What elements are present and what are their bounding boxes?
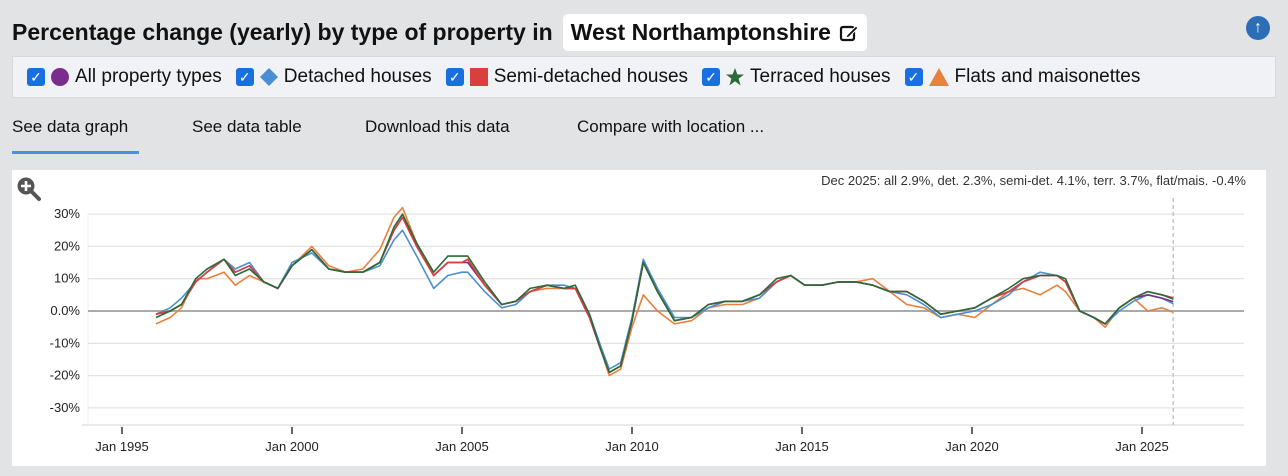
- legend-item[interactable]: ✓ All property types: [27, 66, 222, 88]
- title-text: Percentage change (yearly) by type of pr…: [12, 19, 553, 45]
- pencil-square-icon: [839, 24, 859, 41]
- legend-label: Terraced houses: [750, 66, 891, 87]
- series-line-flats-and-maisonettes: [155, 206, 1174, 377]
- chart-annotation: Dec 2025: all 2.9%, det. 2.3%, semi-det.…: [821, 173, 1246, 188]
- y-tick-label: -20%: [50, 368, 81, 383]
- y-tick-label: 0.0%: [50, 303, 80, 318]
- x-tick-label: Jan 2020: [945, 439, 999, 454]
- checkbox[interactable]: ✓: [27, 68, 45, 86]
- y-tick-label: 20%: [54, 238, 80, 253]
- location-selector[interactable]: West Northamptonshire: [562, 14, 867, 51]
- active-tab-indicator: [12, 151, 139, 154]
- series-line-all-property-types: [155, 216, 1174, 374]
- x-tick-label: Jan 2000: [265, 439, 319, 454]
- legend: ✓ All property types ✓ Detached houses ✓ Semi…: [12, 56, 1276, 98]
- x-tick-label: Jan 1995: [95, 439, 149, 454]
- checkbox[interactable]: ✓: [445, 68, 464, 86]
- arrow-up-circle-icon[interactable]: ↑: [1246, 16, 1270, 40]
- legend-label: Detached houses: [283, 66, 432, 87]
- series-line-semi-detached-houses: [155, 216, 1174, 374]
- zoom-in-icon[interactable]: [16, 176, 42, 202]
- tab-see-data-graph[interactable]: See data graph: [12, 117, 129, 136]
- chart-panel: Dec 2025: all 2.9%, det. 2.3%, semi-det.…: [12, 170, 1266, 466]
- series-line-detached-houses: [155, 229, 1174, 370]
- y-tick-label: 30%: [54, 206, 80, 221]
- series-line-terraced-houses: [155, 213, 1174, 374]
- legend-item[interactable]: ✓ Flats and maisonettes: [904, 66, 1141, 88]
- x-tick-label: Jan 2025: [1115, 439, 1169, 454]
- star-marker-icon: [725, 67, 745, 87]
- legend-label: Semi-detached houses: [493, 66, 689, 87]
- tab-see-data-table[interactable]: See data table: [192, 117, 302, 136]
- checkbox[interactable]: ✓: [702, 68, 721, 86]
- diamond-marker-icon: [259, 67, 279, 87]
- legend-item[interactable]: ✓ Terraced houses: [702, 66, 891, 88]
- tab-download-data[interactable]: Download this data: [365, 117, 510, 136]
- square-marker-icon: [469, 67, 489, 87]
- page-title: Percentage change (yearly) by type of pr…: [12, 14, 867, 51]
- x-tick-label: Jan 2015: [775, 439, 829, 454]
- y-tick-label: -30%: [50, 400, 81, 415]
- y-tick-label: 10%: [54, 271, 80, 286]
- checkbox[interactable]: ✓: [904, 68, 923, 86]
- legend-label: Flats and maisonettes: [954, 66, 1141, 87]
- tab-bar: See data graph See data table Download t…: [0, 110, 1288, 154]
- legend-item[interactable]: ✓ Detached houses: [235, 66, 432, 88]
- checkbox[interactable]: ✓: [235, 68, 254, 86]
- location-name: West Northamptonshire: [570, 19, 831, 45]
- legend-label: All property types: [75, 66, 222, 87]
- y-tick-label: -10%: [50, 335, 81, 350]
- line-chart: 30% 20% 10% 0.0% -10% -20% -30% Jan 1995 Jan 200…: [50, 198, 1244, 454]
- circle-marker-icon: [50, 67, 70, 87]
- x-tick-label: Jan 2010: [605, 439, 659, 454]
- x-tick-label: Jan 2005: [435, 439, 489, 454]
- tab-compare-location[interactable]: Compare with location ...: [577, 117, 765, 136]
- triangle-marker-icon: [928, 67, 950, 87]
- legend-item[interactable]: ✓ Semi-detached houses: [445, 66, 689, 88]
